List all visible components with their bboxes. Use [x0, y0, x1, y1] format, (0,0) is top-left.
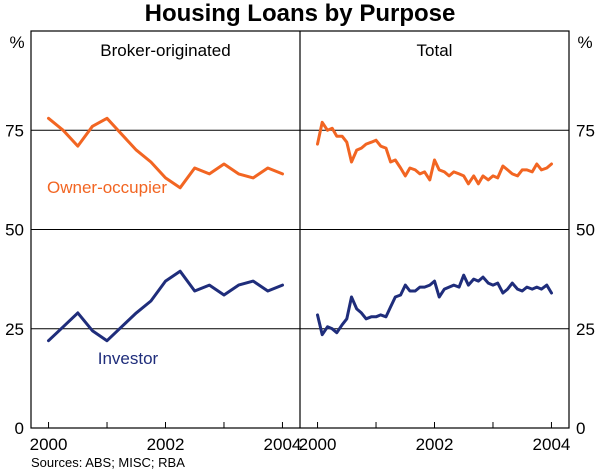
panel-title-0: Broker-originated: [100, 41, 230, 60]
series-line-owner-occupier-panel-0: [47, 116, 284, 190]
series-label-investor: Investor: [98, 349, 159, 368]
x-tick-label: 2002: [416, 435, 454, 454]
y-tick-label-right: 50: [576, 221, 595, 240]
series-label-owner-occupier: Owner-occupier: [47, 178, 167, 197]
x-tick-label: 2000: [299, 435, 337, 454]
y-tick-label-right: 75: [576, 121, 595, 140]
axis-labels: 0 0 25 25 50 50 75 75% % 2000 2002 2004 Broker-origi…: [5, 33, 595, 454]
axis-ticks: [48, 422, 552, 428]
source-note: Sources: ABS; MISC; RBA: [31, 455, 185, 470]
x-tick-label: 2002: [147, 435, 185, 454]
y-tick-label-left: 0: [15, 419, 24, 438]
series-lines: [47, 116, 553, 343]
x-tick-label: 2004: [533, 435, 571, 454]
y-tick-label-left: 75: [5, 121, 24, 140]
chart-title: Housing Loans by Purpose: [144, 0, 456, 27]
y-unit-right: %: [577, 33, 592, 52]
panel-title-1: Total: [417, 41, 453, 60]
plot-frame: [30, 30, 570, 429]
y-tick-label-right: 25: [576, 320, 595, 339]
series-line-owner-occupier-panel-1: [316, 120, 553, 186]
y-unit-left: %: [9, 33, 24, 52]
x-tick-label: 2000: [30, 435, 68, 454]
series-line-investor-panel-0: [47, 269, 284, 343]
y-tick-label-left: 50: [5, 221, 24, 240]
y-tick-label-right: 0: [576, 419, 585, 438]
y-tick-label-left: 25: [5, 320, 24, 339]
x-tick-label: 2004: [264, 435, 302, 454]
series-line-investor-panel-1: [316, 273, 553, 337]
